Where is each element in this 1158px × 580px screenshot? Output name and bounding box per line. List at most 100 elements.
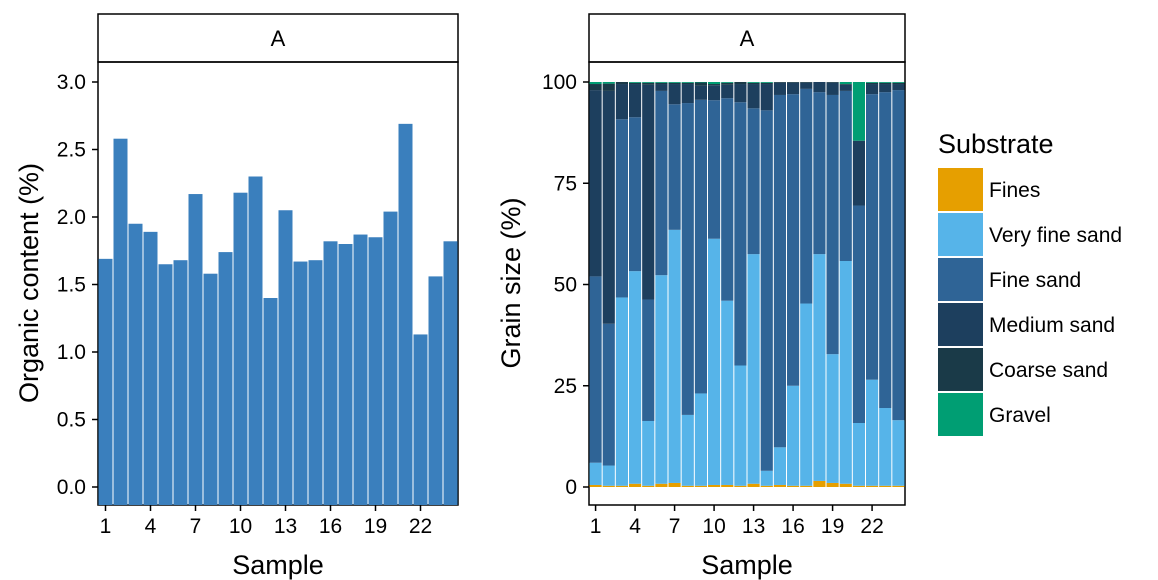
grain-segment-medium-sand-sample-24 [892, 84, 905, 91]
grain-segment-fine-sand-sample-23 [879, 92, 892, 409]
right-y-axis: 0 25 50 75 100 [542, 71, 589, 499]
left-x-tick-label: 7 [190, 515, 202, 538]
grain-segment-fines-sample-20 [839, 483, 852, 487]
grain-segment-gravel-sample-8 [681, 82, 694, 83]
grain-segment-very-fine-sand-sample-23 [879, 408, 892, 486]
grain-segment-fines-sample-6 [655, 483, 668, 487]
right-bars [589, 82, 905, 487]
grain-segment-medium-sand-sample-18 [813, 82, 826, 93]
left-x-tick-label: 16 [319, 515, 342, 538]
grain-segment-very-fine-sand-sample-16 [787, 385, 800, 486]
left-x-axis: 1 4 7 10 13 16 19 22 [100, 505, 432, 538]
grain-segment-very-fine-sand-sample-7 [668, 229, 681, 483]
grain-segment-coarse-sand-sample-20 [839, 84, 852, 85]
grain-segment-coarse-sand-sample-3 [615, 82, 628, 85]
grain-segment-coarse-sand-sample-9 [694, 82, 707, 86]
legend-swatch-fine-sand [938, 258, 983, 301]
left-x-axis-title: Sample [232, 550, 324, 580]
grain-segment-fine-sand-sample-3 [615, 119, 628, 298]
grain-segment-coarse-sand-sample-2 [602, 83, 615, 91]
grain-segment-fines-sample-13 [747, 483, 760, 487]
grain-segment-fine-sand-sample-5 [642, 299, 655, 421]
grain-segment-medium-sand-sample-14 [760, 84, 773, 111]
grain-segment-gravel-sample-13 [747, 82, 760, 83]
grain-segment-coarse-sand-sample-7 [668, 82, 681, 85]
legend-swatch-coarse-sand [938, 348, 983, 391]
legend-title: Substrate [938, 129, 1054, 159]
grain-segment-fine-sand-sample-11 [721, 98, 734, 301]
grain-segment-fines-sample-3 [615, 485, 628, 487]
grain-segment-very-fine-sand-sample-13 [747, 254, 760, 484]
grain-segment-medium-sand-sample-4 [629, 84, 642, 118]
grain-segment-fines-sample-2 [602, 485, 615, 487]
grain-segment-very-fine-sand-sample-5 [642, 420, 655, 486]
grain-segment-very-fine-sand-sample-21 [852, 423, 865, 486]
grain-segment-very-fine-sand-sample-18 [813, 254, 826, 481]
grain-segment-medium-sand-sample-17 [800, 82, 813, 89]
grain-segment-medium-sand-sample-15 [773, 82, 786, 95]
grain-segment-medium-sand-sample-13 [747, 84, 760, 109]
grain-segment-medium-sand-sample-12 [734, 84, 747, 103]
grain-segment-fine-sand-sample-14 [760, 110, 773, 471]
right-y-tick-label: 75 [554, 172, 577, 195]
organic-bar-sample-20 [383, 211, 398, 505]
organic-bar-sample-10 [233, 192, 248, 505]
organic-bar-sample-2 [113, 138, 128, 505]
facet-label-left: A [271, 26, 286, 51]
organic-bar-sample-23 [428, 276, 443, 505]
organic-bar-sample-12 [263, 298, 278, 505]
legend-label-coarse-sand: Coarse sand [989, 359, 1108, 382]
grain-segment-fines-sample-9 [694, 485, 707, 487]
grain-segment-medium-sand-sample-10 [708, 85, 721, 101]
plot-border-right [588, 61, 906, 506]
facet-strip-right [588, 13, 906, 63]
organic-bar-sample-24 [443, 241, 458, 506]
grain-segment-fine-sand-sample-15 [773, 94, 786, 448]
right-x-tick-label: 16 [781, 515, 804, 538]
grain-segment-gravel-sample-22 [866, 82, 879, 83]
organic-bar-sample-16 [323, 241, 338, 506]
grain-segment-gravel-sample-23 [879, 82, 892, 83]
grain-segment-very-fine-sand-sample-15 [773, 447, 786, 485]
grain-segment-gravel-sample-9 [694, 82, 707, 83]
grain-segment-coarse-sand-sample-10 [708, 84, 721, 86]
grain-segment-coarse-sand-sample-19 [826, 82, 839, 83]
organic-bar-sample-21 [398, 123, 413, 505]
grain-segment-medium-sand-sample-3 [615, 84, 628, 120]
grain-segment-fine-sand-sample-24 [892, 90, 905, 421]
grain-segment-gravel-sample-5 [642, 82, 655, 83]
grain-segment-fine-sand-sample-10 [708, 100, 721, 239]
legend-label-fines: Fines [989, 179, 1040, 202]
organic-bar-sample-13 [278, 210, 293, 505]
right-x-axis: 1 4 7 10 13 16 19 22 [590, 505, 884, 538]
grain-segment-coarse-sand-sample-1 [589, 84, 602, 91]
grain-segment-gravel-sample-10 [708, 82, 721, 85]
grain-segment-fines-sample-18 [813, 480, 826, 487]
grain-segment-gravel-sample-6 [655, 82, 668, 83]
grain-segment-medium-sand-sample-22 [866, 84, 879, 95]
organic-bar-sample-14 [293, 261, 308, 505]
grain-segment-fines-sample-8 [681, 485, 694, 487]
grain-segment-fine-sand-sample-6 [655, 90, 668, 276]
grain-segment-gravel-sample-4 [629, 82, 642, 83]
grain-segment-fine-sand-sample-17 [800, 88, 813, 304]
organic-bar-sample-5 [158, 264, 173, 505]
grain-segment-very-fine-sand-sample-24 [892, 420, 905, 486]
left-y-tick-label: 0.5 [57, 409, 86, 432]
grain-segment-very-fine-sand-sample-12 [734, 365, 747, 486]
left-x-tick-label: 1 [100, 515, 112, 538]
legend-items: Fines Very fine sand Fine sand Medium sand C… [938, 168, 1122, 436]
grain-segment-fine-sand-sample-13 [747, 108, 760, 255]
grain-segment-gravel-sample-24 [892, 82, 905, 83]
grain-segment-coarse-sand-sample-13 [747, 82, 760, 85]
organic-bar-sample-17 [338, 244, 353, 505]
right-x-tick-label: 22 [860, 515, 883, 538]
grain-segment-very-fine-sand-sample-4 [629, 271, 642, 484]
organic-bar-sample-18 [353, 234, 368, 506]
grain-segment-fines-sample-22 [866, 485, 879, 487]
left-x-tick-label: 4 [145, 515, 157, 538]
grain-segment-medium-sand-sample-5 [642, 84, 655, 300]
organic-bar-sample-19 [368, 237, 383, 505]
grain-segment-coarse-sand-sample-8 [681, 82, 694, 85]
grain-segment-gravel-sample-14 [760, 82, 773, 83]
